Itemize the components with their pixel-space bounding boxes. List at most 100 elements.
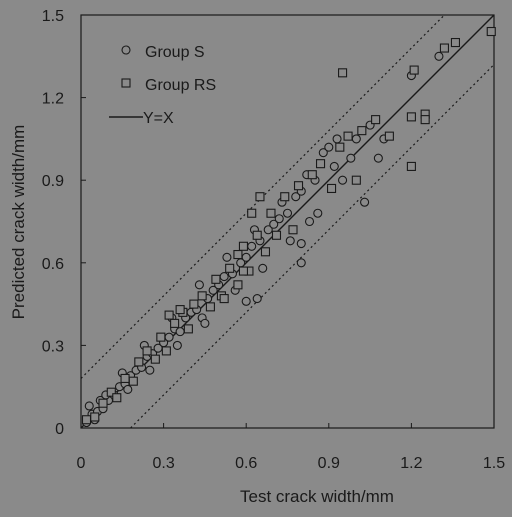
- point-group-rs-47: [406, 112, 416, 122]
- point-group-rs-5: [120, 373, 130, 383]
- y-axis-ticks: 0 0.3 0.6 0.9 1.2 1.5: [42, 8, 86, 438]
- point-group-rs-32: [315, 159, 326, 169]
- point-group-rs-8: [142, 346, 152, 356]
- x-tick-label-4: 1.2: [400, 455, 422, 472]
- data-markers: [81, 26, 496, 428]
- y-tick-label-2: 0.6: [42, 256, 64, 273]
- point-group-rs-35: [343, 131, 353, 141]
- point-group-rs-49: [255, 192, 265, 202]
- point-group-s-58: [194, 280, 204, 290]
- y-tick-label-4: 1.2: [42, 91, 64, 108]
- point-group-rs-54: [233, 280, 243, 290]
- point-group-rs-26: [266, 208, 276, 218]
- point-group-s-70: [360, 197, 370, 207]
- point-group-rs-9: [150, 354, 160, 364]
- point-group-rs-31: [307, 170, 317, 180]
- point-group-rs-25: [260, 247, 271, 257]
- point-group-rs-11: [161, 346, 171, 356]
- point-group-s-72: [241, 296, 251, 306]
- point-group-rs-50: [351, 175, 361, 185]
- plot-frame: [80, 14, 495, 429]
- point-group-s-25: [219, 272, 229, 282]
- legend-marker-group-s: [121, 45, 131, 55]
- point-group-s-35: [291, 192, 301, 202]
- point-group-rs-44: [338, 68, 348, 78]
- point-group-rs-24: [252, 230, 262, 240]
- point-group-rs-33: [327, 183, 337, 194]
- y-tick-label-0: 0: [55, 421, 64, 438]
- legend-label-group-rs: Group RS: [145, 77, 216, 94]
- point-group-rs-20: [225, 263, 235, 273]
- point-group-s-74: [296, 258, 306, 268]
- point-group-rs-7: [134, 357, 144, 367]
- point-group-rs-4: [112, 393, 122, 403]
- point-group-rs-45: [406, 161, 416, 171]
- point-group-rs-22: [238, 241, 248, 251]
- point-group-s-41: [329, 161, 339, 171]
- point-group-rs-30: [293, 181, 304, 191]
- x-axis-label: Test crack width/mm: [240, 487, 394, 506]
- y-tick-label-5: 1.5: [42, 8, 64, 25]
- point-group-s-75: [296, 238, 306, 249]
- x-tick-label-3: 0.9: [318, 455, 340, 472]
- point-group-s-55: [145, 365, 155, 375]
- point-group-s-69: [346, 153, 356, 163]
- point-group-rs-16: [197, 291, 207, 301]
- point-group-s-23: [208, 285, 218, 295]
- point-group-s-15: [164, 332, 174, 342]
- point-group-s-33: [274, 214, 284, 224]
- point-group-s-65: [285, 236, 295, 246]
- legend-marker-group-rs: [121, 78, 131, 88]
- point-group-rs-53: [219, 294, 229, 304]
- point-group-rs-29: [288, 225, 298, 235]
- point-group-rs-1: [90, 412, 100, 422]
- point-group-rs-28: [280, 192, 290, 202]
- point-group-s-17: [175, 327, 185, 337]
- point-group-s-67: [313, 208, 323, 218]
- point-group-rs-15: [189, 299, 199, 309]
- point-group-rs-55: [238, 266, 248, 276]
- point-group-s-66: [304, 216, 315, 227]
- point-group-rs-17: [205, 302, 215, 312]
- point-group-s-53: [123, 384, 133, 395]
- point-group-s-40: [324, 142, 334, 152]
- point-group-rs-27: [271, 230, 282, 240]
- point-group-s-63: [258, 263, 268, 273]
- point-group-s-60: [222, 252, 232, 262]
- point-group-rs-14: [183, 324, 193, 334]
- point-group-rs-51: [164, 310, 174, 320]
- point-group-rs-43: [486, 26, 496, 37]
- point-group-s-29: [247, 241, 257, 251]
- point-group-s-48: [84, 401, 94, 411]
- point-group-rs-12: [170, 318, 180, 328]
- point-group-rs-37: [371, 115, 381, 125]
- point-group-s-32: [269, 219, 279, 229]
- point-group-s-73: [252, 294, 262, 304]
- legend: Group S Group RS Y=X: [109, 44, 216, 127]
- y-tick-label-3: 0.9: [42, 173, 64, 190]
- point-group-rs-18: [211, 274, 221, 284]
- y-axis-label: Predicted crack width/mm: [9, 125, 28, 320]
- point-group-rs-52: [175, 305, 185, 315]
- point-group-rs-38: [384, 131, 394, 141]
- point-group-s-71: [373, 153, 383, 163]
- point-group-rs-46: [420, 115, 430, 125]
- legend-label-group-s: Group S: [145, 44, 205, 61]
- y-tick-label-1: 0.3: [42, 338, 64, 355]
- x-axis-ticks: 0 0.3 0.6 0.9 1.2 1.5: [77, 423, 505, 472]
- point-group-rs-3: [106, 387, 116, 397]
- point-group-rs-6: [128, 376, 138, 386]
- point-group-s-31: [263, 225, 273, 235]
- point-group-rs-41: [439, 43, 449, 53]
- x-tick-label-2: 0.6: [235, 455, 257, 472]
- point-group-s-43: [351, 134, 361, 144]
- point-group-rs-42: [450, 37, 461, 48]
- point-group-s-34: [282, 208, 293, 218]
- point-group-rs-48: [247, 208, 257, 218]
- x-tick-label-1: 0.3: [152, 455, 174, 472]
- point-group-rs-2: [98, 398, 108, 408]
- x-tick-label-5: 1.5: [483, 455, 505, 472]
- point-group-s-59: [200, 318, 210, 328]
- point-group-rs-10: [156, 332, 166, 342]
